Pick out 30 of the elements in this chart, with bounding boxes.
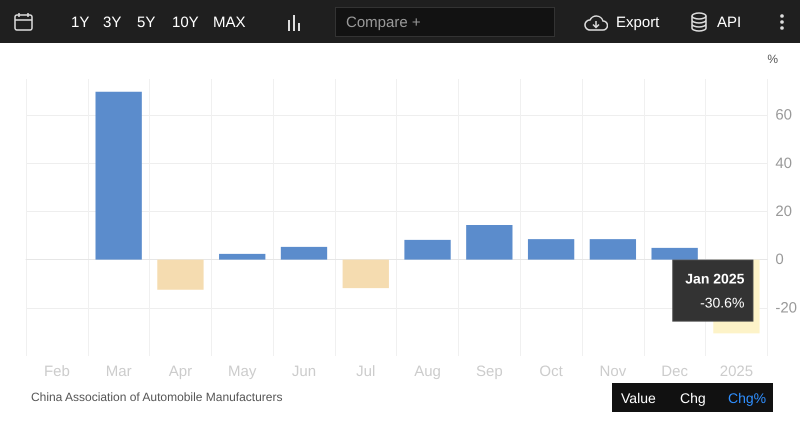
bar: [528, 239, 574, 260]
y-tick-label: 40: [775, 154, 792, 172]
text: Compare +: [346, 14, 421, 31]
text: Value: [621, 390, 656, 406]
text: 5Y: [137, 14, 156, 31]
y-tick-label: 60: [775, 106, 792, 124]
bar: [590, 239, 636, 260]
bar: [219, 254, 266, 260]
text: MAX: [213, 14, 246, 31]
y-tick-label: 0: [775, 251, 784, 268]
text: Export: [616, 14, 660, 31]
text: 10Y: [172, 14, 199, 31]
bar: [466, 224, 512, 260]
y-tick-label: -20: [775, 299, 798, 316]
text: API: [717, 14, 742, 31]
bar: [342, 260, 389, 288]
text: China Association of Automobile Manufacturers: [31, 390, 282, 404]
text: 1Y: [71, 14, 90, 31]
y-tick-label: 20: [775, 202, 792, 220]
bar: [651, 248, 698, 260]
bar: [96, 92, 142, 260]
bar: [157, 260, 204, 290]
text: Chg%: [728, 390, 766, 406]
annotation: Jan 2025: [685, 270, 745, 287]
bar: [280, 246, 328, 260]
text: 3Y: [103, 14, 122, 31]
text: Chg: [680, 390, 706, 406]
data-label: -30.6%: [700, 294, 744, 311]
y-axis-title: %: [767, 52, 778, 66]
bar: [404, 240, 451, 260]
